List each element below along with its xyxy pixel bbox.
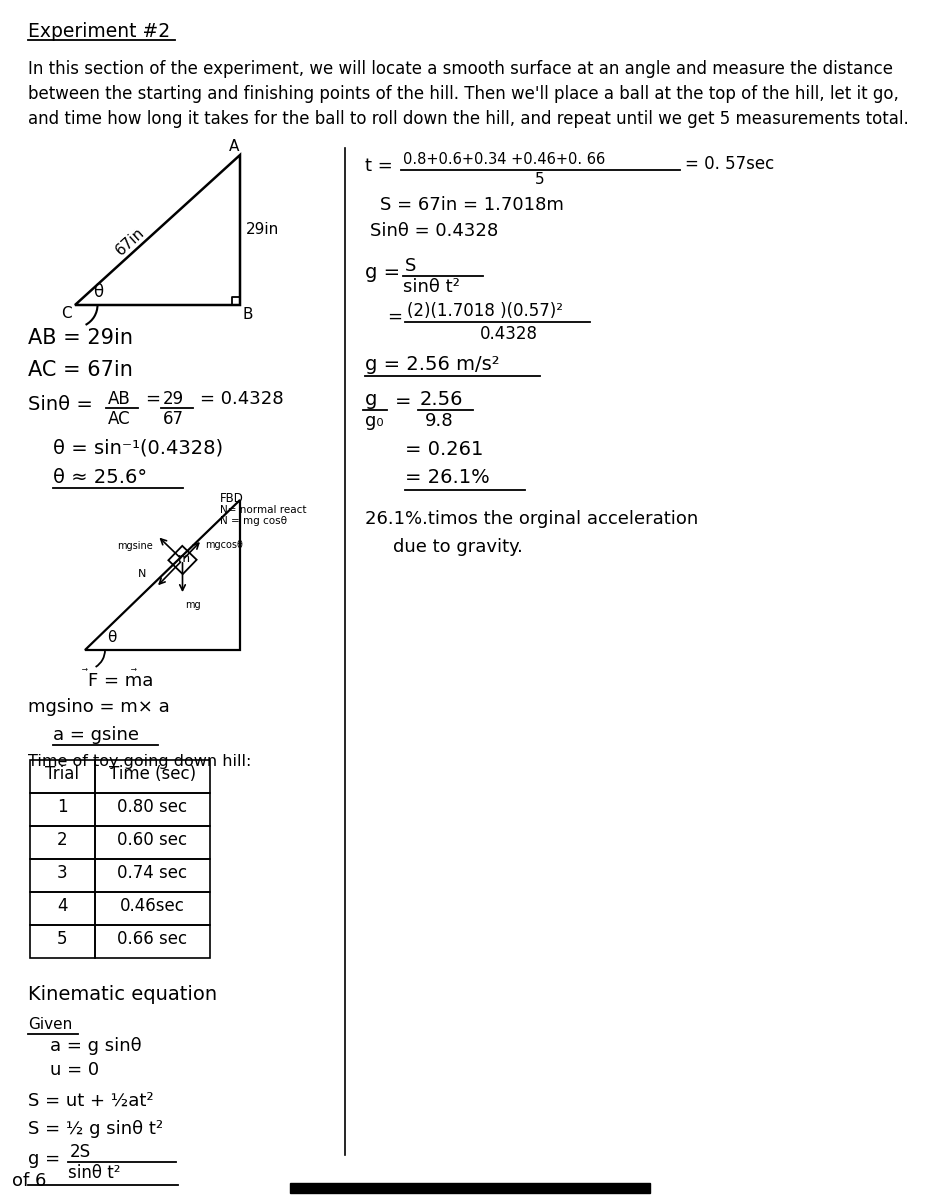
Bar [95,925,210,958]
Text: θ: θ [93,283,103,301]
Text: = 0.4328: = 0.4328 [200,390,283,408]
Text: N= normal react: N= normal react [220,505,306,515]
Text: S: S [405,257,416,275]
Text: 5: 5 [58,930,68,948]
Text: AB = 29in: AB = 29in [28,328,133,348]
Text: 2: 2 [58,830,68,850]
Text: 0.66 sec: 0.66 sec [117,930,187,948]
Text: u = 0: u = 0 [50,1061,99,1079]
Text: g: g [365,390,377,409]
Text: 0.4328: 0.4328 [480,325,537,343]
Text: θ: θ [107,630,116,646]
Text: t =: t = [365,157,393,175]
Text: = 0.261: = 0.261 [405,440,483,458]
Text: of 6: of 6 [12,1172,46,1190]
Text: sinθ t²: sinθ t² [68,1164,121,1182]
Text: 1: 1 [58,798,68,816]
Text: 0.80 sec: 0.80 sec [117,798,187,816]
Text: Experiment #2: Experiment #2 [28,22,170,41]
Text: between the starting and finishing points of the hill. Then we'll place a ball a: between the starting and finishing point… [28,85,898,103]
Text: = 26.1%: = 26.1% [405,468,489,487]
Text: 29: 29 [162,390,184,408]
Text: g =: g = [28,1150,60,1168]
Text: sinθ t²: sinθ t² [403,278,459,296]
Text: θ ≈ 25.6°: θ ≈ 25.6° [53,468,147,487]
Text: 67in: 67in [112,226,147,258]
Text: A: A [228,139,238,154]
Text: mgsine: mgsine [117,541,153,551]
Text: mgcosθ: mgcosθ [205,540,242,550]
Text: N: N [138,569,147,580]
Text: AC = 67in: AC = 67in [28,360,133,380]
Bar [95,892,210,925]
Text: (2)(1.7018 )(0.57)²: (2)(1.7018 )(0.57)² [406,302,562,320]
Text: g = 2.56 m/s²: g = 2.56 m/s² [365,355,499,374]
Text: mgsino = m× a: mgsino = m× a [28,698,170,716]
Text: Given: Given [28,1018,72,1032]
Bar [95,760,210,793]
Text: 67: 67 [162,410,184,428]
Text: Kinematic equation: Kinematic equation [28,985,217,1004]
Text: Time (sec): Time (sec) [109,766,196,782]
Text: 2.56: 2.56 [419,390,463,409]
Text: 9.8: 9.8 [424,412,453,430]
Bar [30,826,95,859]
Text: 4: 4 [58,898,68,914]
Text: AC: AC [108,410,131,428]
Text: and time how long it takes for the ball to roll down the hill, and repeat until : and time how long it takes for the ball … [28,110,908,128]
Bar [30,760,95,793]
Text: 29in: 29in [246,222,279,236]
Text: Sinθ =: Sinθ = [28,395,93,414]
Text: 0.46sec: 0.46sec [120,898,185,914]
Text: In this section of the experiment, we will locate a smooth surface at an angle a: In this section of the experiment, we wi… [28,60,892,78]
Text: m: m [177,552,189,565]
Text: 3: 3 [58,864,68,882]
Bar [30,925,95,958]
Bar [95,859,210,892]
Text: 26.1%.timos the orginal acceleration: 26.1%.timos the orginal acceleration [365,510,698,528]
Text: F = ma: F = ma [88,672,153,690]
Text: due to gravity.: due to gravity. [393,538,522,556]
Text: AB: AB [108,390,131,408]
Bar [290,1183,650,1193]
Bar [95,793,210,826]
Text: a = g sinθ: a = g sinθ [50,1037,141,1055]
Text: g₀: g₀ [365,412,383,430]
Text: θ = sin⁻¹(0.4328): θ = sin⁻¹(0.4328) [53,438,223,457]
Text: 5: 5 [535,172,544,187]
Text: S = ut + ½at²: S = ut + ½at² [28,1092,153,1110]
Text: =: = [145,390,160,408]
Text: 0.74 sec: 0.74 sec [117,864,187,882]
Bar [30,859,95,892]
Text: S = ½ g sinθ t²: S = ½ g sinθ t² [28,1120,163,1138]
Text: g =: g = [365,263,400,282]
Text: Time of toy going down hill:: Time of toy going down hill: [28,754,251,769]
Text: 0.8+0.6+0.34 +0.46+0. 66: 0.8+0.6+0.34 +0.46+0. 66 [403,152,605,167]
Text: mg: mg [186,600,200,610]
Text: Trial: Trial [45,766,80,782]
Text: C: C [61,306,71,320]
Text: =: = [387,308,402,326]
Bar [95,826,210,859]
Bar [30,793,95,826]
Text: S = 67in = 1.7018m: S = 67in = 1.7018m [380,196,563,214]
Text: = 0. 57sec: = 0. 57sec [684,155,773,173]
Text: a = gsine: a = gsine [53,726,139,744]
Bar [30,892,95,925]
Text: N = mg cosθ: N = mg cosθ [220,516,287,526]
Text: 0.60 sec: 0.60 sec [117,830,187,850]
Text: FBD: FBD [220,492,244,505]
Text: Sinθ = 0.4328: Sinθ = 0.4328 [369,222,497,240]
Text: B: B [243,307,253,322]
Text: 2S: 2S [70,1142,91,1162]
Text: =: = [394,392,411,410]
